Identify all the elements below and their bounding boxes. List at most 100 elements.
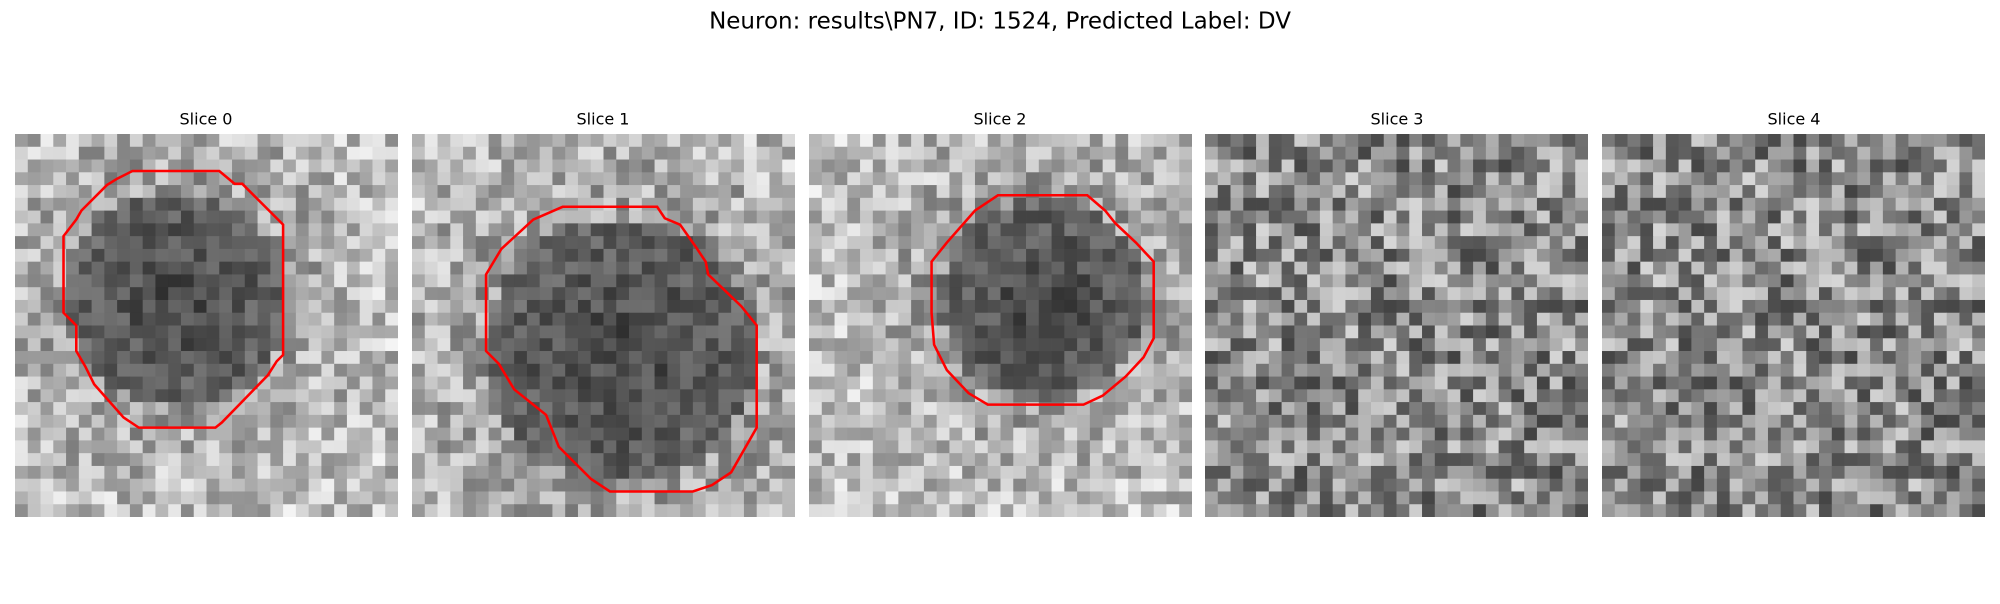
pixel (1026, 351, 1040, 365)
pixel (1396, 185, 1410, 199)
pixel (78, 376, 92, 390)
pixel (1370, 491, 1385, 505)
pixel (1115, 299, 1129, 314)
pixel (308, 389, 322, 403)
pixel (283, 427, 297, 441)
pixel (565, 491, 579, 505)
pixel (1498, 389, 1512, 403)
pixel (321, 312, 335, 326)
pixel (565, 172, 579, 186)
pixel (1819, 427, 1833, 441)
pixel (1409, 363, 1423, 377)
pixel (1038, 325, 1052, 339)
pixel (142, 159, 156, 173)
pixel (501, 223, 515, 237)
pixel (743, 248, 758, 263)
pixel (321, 453, 335, 467)
pixel (1921, 389, 1935, 403)
pixel (1051, 427, 1065, 441)
pixel (743, 134, 758, 148)
pixel (1640, 465, 1654, 480)
pixel (1153, 440, 1167, 454)
pixel (756, 453, 770, 467)
pixel (1166, 146, 1180, 160)
pixel (1882, 261, 1897, 275)
pixel (1051, 236, 1065, 250)
pixel (308, 172, 322, 186)
pixel (526, 312, 541, 326)
pixel (1294, 197, 1308, 211)
pixel (898, 274, 912, 288)
pixel (1179, 185, 1192, 199)
pixel (1498, 172, 1512, 186)
pixel (1473, 440, 1487, 454)
pixel (692, 287, 707, 301)
pixel (1230, 159, 1244, 173)
pixel (1179, 248, 1192, 263)
pixel (168, 248, 182, 263)
pixel (346, 248, 361, 263)
pixel (1806, 491, 1820, 505)
pixel (782, 504, 795, 517)
pixel (1115, 146, 1129, 160)
pixel (1831, 414, 1845, 429)
pixel (718, 389, 732, 403)
pixel (552, 159, 566, 173)
pixel (1038, 389, 1052, 403)
pixel (321, 402, 335, 416)
pixel (1498, 134, 1512, 148)
pixel (1729, 325, 1743, 339)
pixel (308, 287, 322, 301)
panel-title: Slice 0 (180, 110, 233, 129)
pixel (1153, 478, 1167, 492)
pixel (898, 491, 912, 505)
pixel (1166, 363, 1180, 377)
pixel (1089, 299, 1104, 314)
pixel (1179, 274, 1192, 288)
pixel (1653, 146, 1667, 160)
pixel (923, 376, 938, 390)
pixel (962, 376, 976, 390)
pixel (450, 351, 464, 365)
pixel (514, 197, 528, 211)
pixel (1844, 287, 1858, 301)
pixel (1704, 185, 1718, 199)
pixel (1217, 312, 1231, 326)
pixel (539, 146, 553, 160)
pixel (769, 197, 783, 211)
pixel (1870, 338, 1884, 352)
pixel (295, 223, 310, 237)
pixel (1946, 504, 1960, 517)
pixel (437, 389, 451, 403)
pixel (731, 389, 745, 403)
pixel (1972, 504, 1985, 517)
pixel (1230, 427, 1244, 441)
pixel (743, 414, 758, 429)
pixel (168, 274, 182, 288)
pixel (104, 172, 118, 186)
pixel (1409, 338, 1423, 352)
pixel (450, 236, 464, 250)
pixel (565, 465, 579, 480)
pixel (1447, 287, 1461, 301)
pixel (731, 414, 745, 429)
pixel (1243, 491, 1257, 505)
pixel (616, 312, 630, 326)
pixel (412, 478, 426, 492)
pixel (1230, 248, 1244, 263)
pixel (1575, 427, 1588, 441)
pixel (949, 185, 963, 199)
pixel (501, 402, 515, 416)
pixel (936, 299, 950, 314)
pixel (847, 146, 861, 160)
pixel (1549, 453, 1563, 467)
pixel (1153, 261, 1167, 275)
pixel (821, 338, 835, 352)
pixel (1153, 274, 1167, 288)
pixel (705, 389, 719, 403)
pixel (692, 197, 707, 211)
pixel (769, 185, 783, 199)
pixel (1319, 312, 1334, 326)
pixel (1179, 159, 1192, 173)
pixel (1358, 134, 1372, 148)
